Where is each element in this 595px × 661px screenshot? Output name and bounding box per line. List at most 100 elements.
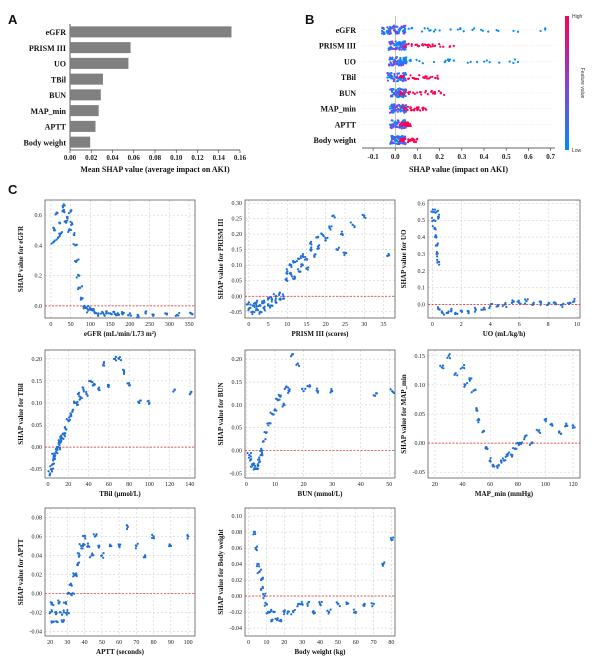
plot-8-point-18-1 <box>300 600 303 604</box>
panel-a-x-tick-label-3: 0.06 <box>128 154 141 162</box>
plot-3-point-1-2 <box>431 220 434 223</box>
plot-4-point-23 <box>82 388 85 391</box>
panel-b-point-7-37 <box>396 142 399 145</box>
plot-7-point-16-2 <box>76 563 79 567</box>
plot-8-point-19-1 <box>307 600 311 603</box>
plot-8-x-tick-label-7: 70 <box>371 640 377 646</box>
panel-b-point-0-69 <box>395 30 398 33</box>
plot-8-x-tick-label-8: 80 <box>388 640 394 646</box>
panel-a-bar-6 <box>70 120 96 132</box>
plot-6-point-25-2 <box>550 423 554 426</box>
panel-a-category-label-1: PRISM III <box>29 44 66 53</box>
panel-b-tail-point-6-28 <box>406 124 409 128</box>
panel-b-tail-point-2-26 <box>402 62 405 65</box>
panel-b-tail-point-1-14 <box>417 45 421 48</box>
plot-4-point-26-2 <box>91 384 94 387</box>
plot-1-point-32-1 <box>126 314 130 317</box>
plot-8-point-21-0 <box>320 600 323 604</box>
panel-b-tail-point-7-17 <box>399 138 402 141</box>
plot-3-point-25-0 <box>539 303 542 306</box>
panel-b-colorbar <box>565 16 569 150</box>
panel-b-point-3-61 <box>392 77 395 80</box>
plot-4-point-23-2 <box>82 390 85 393</box>
panel-b-tail-point-2-13 <box>405 60 408 63</box>
plot-4-point-14-2 <box>63 432 66 435</box>
panel-a-category-label-5: MAP_min <box>30 107 66 116</box>
plot-7-y-tick-label-3: 0.02 <box>32 572 43 578</box>
plot-2-point-11-2 <box>268 296 271 299</box>
plot-4-point-17-0 <box>67 416 71 419</box>
plot-7-point-15-2 <box>75 574 78 578</box>
plot-6-point-11-2 <box>489 456 492 460</box>
panel-b-point-6-15 <box>404 126 407 129</box>
panel-b-point-1-44 <box>398 48 401 51</box>
panel-b-tail-point-4-22 <box>420 93 423 96</box>
plot-8-point-9-1 <box>268 610 271 614</box>
plot-1-point-17-0 <box>81 285 84 288</box>
panel-b-tail-point-7-23 <box>416 137 419 140</box>
plot-2-x-tick-label-4: 20 <box>323 322 329 328</box>
plot-4-point-18 <box>71 410 74 413</box>
panel-b-point-2-48 <box>397 63 400 66</box>
plot-4-point-22-0 <box>80 396 83 400</box>
panel-b-point-0-66 <box>382 31 385 34</box>
plot-6-point-22-1 <box>531 441 534 444</box>
plot-4-point-6-2 <box>56 452 59 455</box>
panel-b-category-label-6: APTT <box>335 120 357 129</box>
plot-7-point-22 <box>90 554 93 557</box>
panel-b-tail-point-3-19 <box>418 74 421 77</box>
plot-2-point-7-2 <box>258 304 261 307</box>
plot-6-point-6-2 <box>474 388 477 391</box>
plot-8-x-tick-label-4: 40 <box>317 640 323 646</box>
panel-b-point-6-40 <box>402 126 405 129</box>
plot-2-y-axis-label: SHAP value for PRISM III <box>217 218 225 299</box>
plot-2-point-1-0 <box>247 309 250 312</box>
plot-8-point-4-2 <box>260 577 263 580</box>
plot-4-point-16-1 <box>65 418 68 421</box>
plot-7-point-11-2 <box>67 591 70 594</box>
plot-8-point-12-2 <box>276 617 279 621</box>
plot-7-x-tick-label-6: 80 <box>151 640 157 646</box>
panel-a-x-tick-label-8: 0.16 <box>234 154 247 162</box>
plot-8-point-13-0 <box>278 619 281 622</box>
plot-7-point-15-1 <box>73 574 77 577</box>
panel-letter-b: B <box>305 12 314 27</box>
plot-2-point-0 <box>247 301 251 304</box>
panel-b-point-5-68 <box>388 107 392 110</box>
panel-b-tail-point-0-8 <box>497 29 500 33</box>
panel-b-tail-point-0-22 <box>432 30 436 33</box>
panel-b-point-7-69 <box>395 139 399 143</box>
plot-6-point-9-0 <box>481 431 484 434</box>
plot-1-point-32-2 <box>129 314 133 317</box>
plot-6-point-28-1 <box>571 424 574 427</box>
plot-6-point-13-0 <box>496 466 499 469</box>
plot-2-y-tick-label-4: 0.15 <box>232 248 243 254</box>
plot-3-x-tick-label-5: 10 <box>574 322 580 328</box>
plot-7-point-20-0 <box>83 534 86 537</box>
plot-6-y-tick-label-1: 0.00 <box>415 441 426 447</box>
panel-b-point-4-53 <box>396 91 399 94</box>
plot-6-point-17-1 <box>510 455 514 458</box>
plot-6-point-5-2 <box>468 377 471 380</box>
dependence-plot-3: 0 2 4 6 8 10 0.0 0.1 0.2 0.3 0.4 0.5 0.6 UO (mL/kg/h)… <box>400 199 581 338</box>
plot-7-point-20-2 <box>84 537 87 540</box>
plot-8-point-0-0 <box>253 530 257 533</box>
panel-b-tail-point-0-9 <box>456 28 459 31</box>
plot-8-y-tick-label-5: 0.06 <box>232 546 243 552</box>
plot-5-point-11-2 <box>264 431 268 434</box>
plot-2-point-33-1 <box>313 255 316 258</box>
plot-2-point-12-0 <box>268 306 272 309</box>
panel-b-point-5-39 <box>390 104 393 107</box>
plot-5-point-23-2 <box>308 384 311 387</box>
panel-b-tail-point-5-12 <box>410 109 413 112</box>
plot-1-point-31-2 <box>121 313 124 316</box>
plot-7-point-21-2 <box>88 545 91 548</box>
plot-1-point-21-0 <box>86 307 89 311</box>
plot-4-point-12-1 <box>62 437 65 440</box>
panel-b-point-1-55 <box>387 48 390 51</box>
plot-7-point-29-1 <box>136 542 139 545</box>
plot-7-x-tick-label-4: 60 <box>116 640 122 646</box>
plot-8-point-25-2 <box>354 611 357 615</box>
panel-b-category-label-1: PRISM III <box>319 42 356 51</box>
plot-4-point-5-1 <box>52 454 55 457</box>
